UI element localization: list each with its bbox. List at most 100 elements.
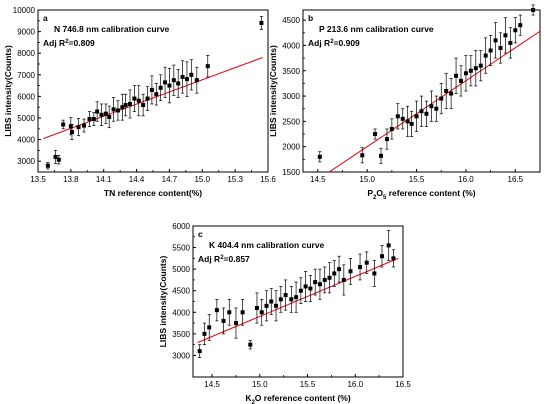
panel-letter: a bbox=[43, 13, 48, 23]
x-axis-title-part: 5 bbox=[383, 195, 387, 201]
data-point bbox=[389, 126, 394, 131]
panel-c-k-calibration: 14.5 15.0 15.5 16.0 16.5 3000 3500 4000 4500 5000… bbox=[158, 222, 411, 404]
x-tick-label: 16.5 bbox=[508, 175, 524, 184]
data-point bbox=[158, 85, 163, 90]
x-axis-title: P2O5 reference content (%) bbox=[367, 188, 475, 201]
y-tick-label: 6000 bbox=[17, 92, 35, 101]
data-point bbox=[207, 325, 212, 330]
adj-r2-value: =0.809 bbox=[69, 38, 96, 48]
y-axis-title: LIBS intensity(Counts) bbox=[158, 256, 168, 348]
data-point bbox=[107, 114, 112, 119]
adj-r2-value: =0.857 bbox=[224, 254, 251, 264]
y-tick-label: 9000 bbox=[17, 28, 35, 37]
data-point bbox=[254, 305, 259, 310]
data-point bbox=[99, 112, 104, 117]
data-point bbox=[184, 77, 189, 82]
data-point bbox=[123, 103, 128, 108]
x-axis-title-part: P bbox=[367, 188, 373, 198]
x-tick-label: 16.5 bbox=[395, 380, 411, 389]
data-point bbox=[308, 286, 313, 291]
data-point bbox=[483, 53, 488, 58]
data-point bbox=[429, 104, 434, 109]
data-point bbox=[337, 267, 342, 272]
data-point bbox=[531, 8, 536, 12]
adj-r2-label: Adj R2=0.909 bbox=[308, 38, 360, 48]
data-point bbox=[171, 78, 176, 83]
data-point bbox=[348, 269, 353, 274]
data-point bbox=[82, 123, 86, 128]
x-tick-label: 13.8 bbox=[63, 175, 79, 184]
data-point bbox=[120, 105, 125, 110]
x-tick-label: 16.0 bbox=[458, 175, 474, 184]
fit-line bbox=[43, 57, 263, 139]
data-point bbox=[289, 297, 294, 302]
adj-r2-value: =0.909 bbox=[334, 38, 361, 48]
y-tick-label: 3500 bbox=[282, 67, 300, 76]
data-point bbox=[332, 271, 337, 276]
y-tick-label: 5000 bbox=[17, 114, 35, 123]
data-point bbox=[233, 321, 238, 326]
data-point bbox=[459, 78, 463, 83]
x-axis-title-part: reference content (%) bbox=[386, 188, 475, 198]
fit-line bbox=[197, 257, 399, 343]
panel-letter: b bbox=[308, 13, 313, 23]
adj-r2-superscript: 2 bbox=[220, 255, 224, 261]
data-point bbox=[360, 153, 365, 158]
data-point bbox=[95, 109, 100, 114]
x-tick-label: 14.5 bbox=[204, 380, 220, 389]
data-point bbox=[56, 157, 61, 162]
adj-r2-label: Adj R2=0.809 bbox=[43, 38, 95, 48]
data-point bbox=[87, 117, 92, 122]
data-point bbox=[313, 280, 318, 285]
data-point bbox=[269, 299, 274, 304]
data-point bbox=[264, 303, 269, 308]
y-tick-label: 4000 bbox=[172, 308, 190, 317]
x-tick-label: 15.3 bbox=[227, 175, 243, 184]
data-point bbox=[76, 125, 81, 130]
data-point bbox=[197, 349, 202, 354]
calibration-title: P 213.6 nm calibration curve bbox=[319, 24, 434, 34]
y-tick-label: 4000 bbox=[17, 136, 35, 145]
data-point bbox=[463, 71, 468, 76]
x-axis-title-part: 2 bbox=[251, 400, 255, 404]
data-point bbox=[503, 33, 508, 38]
y-tick-label: 3000 bbox=[17, 157, 35, 166]
data-point bbox=[45, 163, 50, 168]
data-point bbox=[227, 310, 232, 315]
data-point bbox=[167, 83, 172, 88]
calibration-title: N 746.8 nm calibration curve bbox=[54, 24, 170, 34]
data-point bbox=[419, 109, 424, 114]
data-point bbox=[145, 96, 150, 101]
data-point bbox=[240, 310, 245, 315]
data-point bbox=[386, 243, 391, 248]
y-axis-title: LIBS intensity(Counts) bbox=[268, 45, 278, 137]
data-point bbox=[400, 116, 405, 121]
data-point bbox=[358, 264, 363, 269]
data-point bbox=[439, 96, 444, 101]
x-tick-label: 14.5 bbox=[310, 175, 326, 184]
adj-r2-prefix: Adj R bbox=[43, 38, 65, 48]
data-point bbox=[115, 108, 120, 113]
x-tick-label: 14.7 bbox=[162, 175, 178, 184]
data-point bbox=[154, 92, 159, 97]
data-point bbox=[508, 40, 513, 45]
data-point bbox=[141, 103, 146, 108]
data-point bbox=[518, 23, 523, 28]
data-point bbox=[498, 45, 503, 50]
data-point bbox=[303, 284, 308, 289]
data-point bbox=[395, 114, 400, 119]
plot-frame bbox=[302, 9, 541, 173]
data-point bbox=[259, 310, 264, 315]
data-point bbox=[194, 78, 199, 83]
data-point bbox=[434, 106, 439, 111]
data-point bbox=[478, 63, 483, 68]
y-tick-label: 7000 bbox=[17, 71, 35, 80]
adj-r2-label: Adj R2=0.857 bbox=[198, 254, 250, 264]
data-point bbox=[132, 96, 137, 101]
x-axis-title-part: O reference content (%) bbox=[255, 393, 351, 403]
data-point bbox=[214, 308, 219, 313]
x-tick-label: 15.6 bbox=[260, 175, 276, 184]
x-axis-title-part: O bbox=[376, 188, 383, 198]
adj-r2-prefix: Adj R bbox=[308, 38, 330, 48]
